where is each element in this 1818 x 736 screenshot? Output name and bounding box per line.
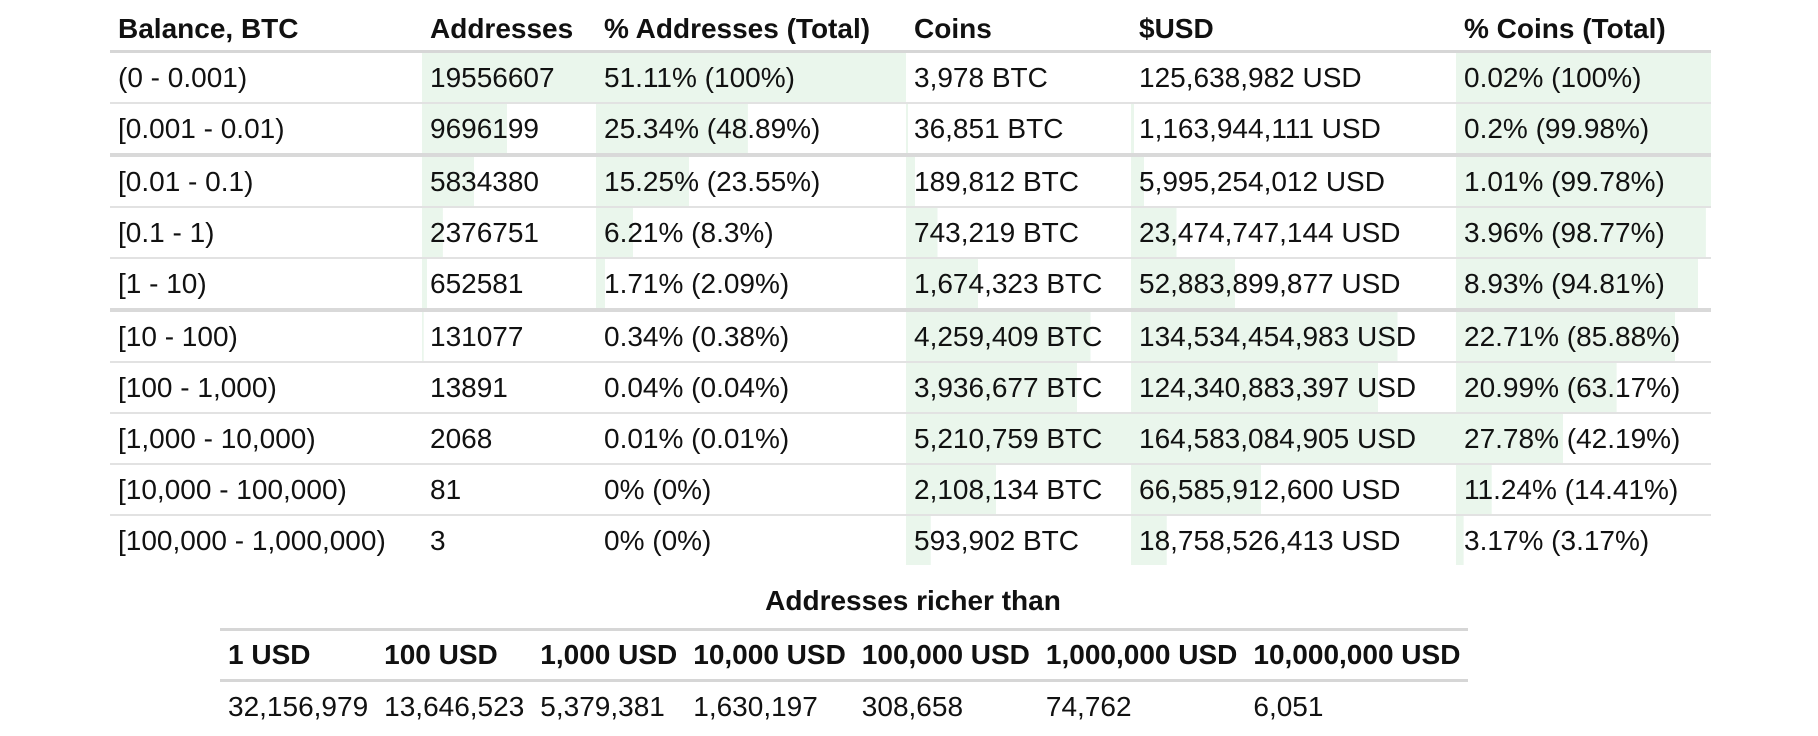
address-count: 19556607 <box>422 51 596 104</box>
coin-amount: 3,936,677 BTC <box>906 362 1131 414</box>
coin-amount: 1,674,323 BTC <box>906 258 1131 312</box>
balance-range: [0.01 - 0.1) <box>110 155 422 208</box>
coin-percent: 8.93% (94.81%) <box>1456 258 1711 312</box>
address-count-value: 1,630,197 <box>693 691 818 722</box>
distribution-row: [1,000 - 10,000) 2068 0.01% (0.01%) 5,21… <box>110 413 1711 465</box>
address-count-value: 5,379,381 <box>540 691 665 722</box>
usd-value: 23,474,747,144 USD <box>1131 207 1456 259</box>
coin-amount: 743,219 BTC <box>906 207 1131 259</box>
address-percent: 6.21% (8.3%) <box>596 207 906 259</box>
header-balance: Balance, BTC <box>110 8 422 53</box>
address-count: 131077 <box>422 310 596 363</box>
usd-value: 5,995,254,012 USD <box>1131 155 1456 208</box>
distribution-row: [0.01 - 0.1) 5834380 15.25% (23.55%) 189… <box>110 155 1711 208</box>
address-count: 9696199 <box>422 103 596 157</box>
coin-amount: 189,812 BTC <box>906 155 1131 208</box>
address-count: 5834380 <box>422 155 596 208</box>
header-addresses: Addresses <box>422 8 596 53</box>
address-percent: 0% (0%) <box>604 524 712 556</box>
coin-amount: 593,902 BTC <box>906 515 1131 565</box>
richer-than-values-row: 32,156,979 13,646,523 5,379,381 1,630,19… <box>220 681 1468 733</box>
coin-percent: 0.02% (100%) <box>1456 51 1711 104</box>
distribution-row: (0 - 0.001) 19556607 51.11% (100%) 3,978… <box>110 51 1711 104</box>
usd-value: 134,534,454,983 USD <box>1131 310 1456 363</box>
distribution-row: [100 - 1,000) 13891 0.04% (0.04%) 3,936,… <box>110 362 1711 414</box>
distribution-row: [10 - 100) 131077 0.34% (0.38%) 4,259,40… <box>110 310 1711 363</box>
coin-percent: 3.96% (98.77%) <box>1456 207 1711 259</box>
header-coins: Coins <box>906 8 1131 53</box>
distribution-row: [1 - 10) 652581 1.71% (2.09%) 1,674,323 … <box>110 258 1711 312</box>
usd-value: 66,585,912,600 USD <box>1131 464 1456 516</box>
address-percent: 0.01% (0.01%) <box>596 413 906 465</box>
coin-amount: 3,978 BTC <box>906 51 1131 104</box>
coin-amount: 2,108,134 BTC <box>906 464 1131 516</box>
usd-value: 18,758,526,413 USD <box>1131 515 1456 565</box>
address-count-value: 32,156,979 <box>228 691 369 722</box>
address-count: 3 <box>430 524 446 556</box>
threshold-header: 100 USD <box>376 628 533 682</box>
distribution-row: [0.1 - 1) 2376751 6.21% (8.3%) 743,219 B… <box>110 207 1711 259</box>
distribution-row: [100,000 - 1,000,000) 3 0% (0%) 593,902 … <box>110 515 1711 565</box>
usd-value: 124,340,883,397 USD <box>1131 362 1456 414</box>
coin-percent: 1.01% (99.78%) <box>1456 155 1711 208</box>
balance-range: [10,000 - 100,000) <box>110 464 422 516</box>
balance-range: [100,000 - 1,000,000) <box>118 524 386 556</box>
balance-range: [1,000 - 10,000) <box>110 413 422 465</box>
balance-range: [0.001 - 0.01) <box>110 103 422 157</box>
richer-than-title: Addresses richer than <box>765 585 1061 616</box>
coin-percent: 20.99% (63.17%) <box>1456 362 1711 414</box>
usd-value: 52,883,899,877 USD <box>1131 258 1456 312</box>
address-percent: 0% (0%) <box>596 464 906 516</box>
address-count: 13891 <box>422 362 596 414</box>
address-count-value: 74,762 <box>1045 691 1132 722</box>
coin-percent: 0.2% (99.98%) <box>1456 103 1711 157</box>
usd-value: 164,583,084,905 USD <box>1131 413 1456 465</box>
coin-amount: 5,210,759 BTC <box>906 413 1131 465</box>
balance-range: [100 - 1,000) <box>110 362 422 414</box>
richer-than-table: 1 USD 100 USD 1,000 USD 10,000 USD 100,0… <box>220 628 1469 733</box>
header-pct-coins: % Coins (Total) <box>1456 8 1711 53</box>
threshold-header: 100,000 USD <box>853 628 1038 682</box>
address-count: 2068 <box>422 413 596 465</box>
coin-percent: 27.78% (42.19%) <box>1456 413 1711 465</box>
address-percent: 0.34% (0.38%) <box>596 310 906 363</box>
threshold-header: 1,000,000 USD <box>1037 628 1246 682</box>
coin-percent: 11.24% (14.41%) <box>1456 464 1711 516</box>
distribution-row: [0.001 - 0.01) 9696199 25.34% (48.89%) 3… <box>110 103 1711 157</box>
header-pct-addresses: % Addresses (Total) <box>596 8 906 53</box>
threshold-header: 1 USD <box>220 628 377 682</box>
distribution-row: [10,000 - 100,000) 81 0% (0%) 2,108,134 … <box>110 464 1711 516</box>
distribution-header-row: Balance, BTC Addresses % Addresses (Tota… <box>110 8 1711 53</box>
threshold-header: 10,000 USD <box>685 628 854 682</box>
balance-range: [10 - 100) <box>110 310 422 363</box>
address-count-value: 308,658 <box>861 691 964 722</box>
address-count: 2376751 <box>422 207 596 259</box>
coin-percent: 3.17% (3.17%) <box>1456 515 1711 565</box>
address-count-value: 6,051 <box>1253 691 1324 722</box>
address-count: 652581 <box>422 258 596 312</box>
address-percent: 25.34% (48.89%) <box>596 103 906 157</box>
header-usd: $USD <box>1131 8 1456 53</box>
coin-percent: 22.71% (85.88%) <box>1456 310 1711 363</box>
coin-amount: 4,259,409 BTC <box>906 310 1131 363</box>
usd-value: 125,638,982 USD <box>1131 51 1456 104</box>
threshold-header: 10,000,000 USD <box>1245 628 1469 682</box>
address-percent: 1.71% (2.09%) <box>596 258 906 312</box>
address-percent: 51.11% (100%) <box>596 51 906 104</box>
address-count-value: 13,646,523 <box>384 691 525 722</box>
balance-range: [0.1 - 1) <box>110 207 422 259</box>
address-percent: 15.25% (23.55%) <box>596 155 906 208</box>
btc-distribution-table: Balance, BTC Addresses % Addresses (Tota… <box>110 8 1711 565</box>
balance-range: [1 - 10) <box>110 258 422 312</box>
usd-value: 1,163,944,111 USD <box>1131 103 1456 157</box>
address-count: 81 <box>422 464 596 516</box>
coin-amount: 36,851 BTC <box>906 103 1131 157</box>
richer-than-header-row: 1 USD 100 USD 1,000 USD 10,000 USD 100,0… <box>220 628 1469 682</box>
address-percent: 0.04% (0.04%) <box>596 362 906 414</box>
threshold-header: 1,000 USD <box>532 628 686 682</box>
balance-range: (0 - 0.001) <box>110 51 422 104</box>
